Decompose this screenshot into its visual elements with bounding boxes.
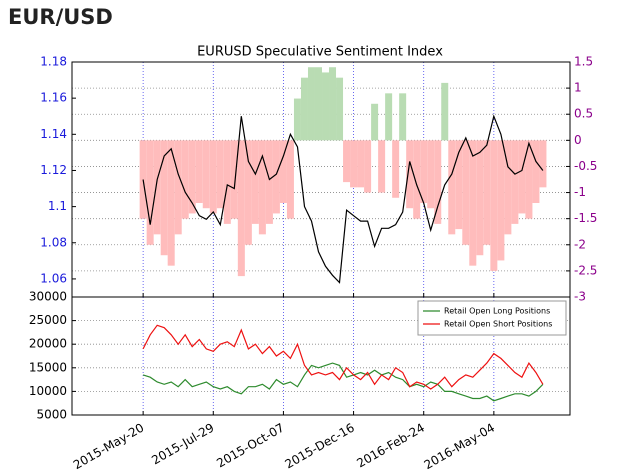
sentiment-bar (455, 140, 463, 230)
chart-title: EURUSD Speculative Sentiment Index (197, 45, 443, 60)
sentiment-bar (413, 140, 421, 219)
y2-tick-label: -1.5 (574, 211, 597, 225)
y2-tick-label: 0 (574, 133, 582, 147)
series-line (142, 114, 544, 284)
x-tick-label: 2015-Dec-16 (283, 421, 357, 472)
sentiment-bar (167, 140, 175, 266)
y2-tick-label: 0.5 (574, 107, 593, 121)
y-tick-label: 10000 (29, 384, 67, 398)
x-tick-label: 2015-May-20 (71, 421, 146, 473)
sentiment-bar (483, 140, 491, 245)
y-tick-label: 30000 (29, 290, 67, 304)
sentiment-bar (322, 72, 330, 141)
sentiment-bar (532, 140, 540, 203)
sentiment-bar (314, 67, 322, 141)
sentiment-bar (385, 93, 393, 141)
sentiment-bar (441, 82, 449, 141)
sentiment-bar (195, 140, 203, 203)
sentiment-bar (286, 140, 294, 219)
y-tick-label: 20000 (29, 337, 67, 351)
y-tick-label: 25000 (29, 313, 67, 327)
y-tick-label: 1.06 (40, 271, 67, 285)
sentiment-bar (160, 140, 168, 256)
sentiment-bar (504, 140, 512, 235)
sentiment-bar (265, 140, 273, 224)
sentiment-bar (237, 140, 245, 277)
legend-label: Retail Open Long Positions (444, 307, 550, 316)
sentiment-bar (434, 140, 442, 224)
y2-tick-label: -2.5 (574, 263, 597, 277)
y-tick-label: 1.08 (40, 235, 67, 249)
y2-tick-label: -1 (574, 185, 586, 199)
sentiment-bar (181, 140, 189, 219)
sentiment-bar (216, 140, 224, 209)
sentiment-bar (336, 77, 344, 141)
sentiment-bar (300, 77, 308, 141)
sentiment-bar (448, 140, 456, 235)
sentiment-bar (427, 140, 435, 209)
sentiment-bar (392, 140, 400, 198)
sentiment-bar (209, 140, 217, 214)
sentiment-bar (511, 140, 519, 224)
sentiment-bar (223, 140, 231, 224)
sentiment-bar (539, 140, 547, 188)
legend-label: Retail Open Short Positions (444, 320, 552, 329)
y-tick-label: 1.16 (40, 91, 67, 105)
y-tick-label: 1.12 (40, 163, 67, 177)
sentiment-bar (244, 140, 252, 245)
sentiment-bar (188, 140, 196, 214)
sentiment-bar (497, 140, 505, 261)
sentiment-bar (202, 140, 210, 209)
legend-box (417, 300, 567, 336)
sentiment-bar (406, 140, 414, 209)
sentiment-bar (258, 140, 266, 235)
sentiment-bar (153, 140, 161, 235)
sentiment-bar (378, 140, 386, 193)
sentiment-bar (174, 140, 182, 235)
sentiment-bar (146, 140, 154, 245)
y-tick-label: 5000 (36, 408, 67, 422)
sentiment-bar (371, 103, 379, 141)
sentiment-bar (343, 140, 351, 183)
sentiment-bar (350, 140, 358, 188)
sentiment-bar (518, 140, 526, 214)
sentiment-bar (357, 140, 365, 188)
sentiment-bar (251, 140, 259, 224)
sentiment-bar (329, 67, 337, 141)
sentiment-bar (293, 98, 301, 141)
y-tick-label: 1.14 (40, 127, 67, 141)
sentiment-bar (490, 140, 498, 271)
x-tick-label: 2015-Oct-07 (214, 421, 286, 471)
page-header: EUR/USD (8, 5, 113, 29)
sentiment-bar (476, 140, 484, 256)
sentiment-bar (399, 93, 407, 141)
sentiment-bar (420, 140, 428, 203)
sentiment-bar (525, 140, 533, 219)
y-tick-label: 1.1 (48, 199, 67, 213)
y2-tick-label: -0.5 (574, 159, 597, 173)
sentiment-bar (272, 140, 280, 214)
x-tick-label: 2015-Jul-29 (149, 421, 216, 468)
sentiment-bar (279, 140, 287, 203)
y2-tick-label: -2 (574, 237, 586, 251)
plot-frame (71, 296, 571, 416)
sentiment-bar (307, 67, 315, 141)
x-tick-label: 2016-Feb-24 (354, 421, 427, 471)
sentiment-bar (462, 140, 470, 245)
sentiment-bar (469, 140, 477, 266)
y-tick-label: 15000 (29, 360, 67, 374)
y-tick-label: 1.18 (40, 55, 67, 69)
y2-tick-label: -3 (574, 290, 586, 304)
series-line (142, 324, 544, 390)
x-tick-label: 2016-May-04 (422, 421, 497, 473)
sentiment-bar (230, 140, 238, 219)
sentiment-bar (364, 140, 372, 193)
y2-tick-label: 1.5 (574, 55, 593, 69)
series-line (142, 362, 544, 402)
y2-tick-label: 1 (574, 81, 582, 95)
